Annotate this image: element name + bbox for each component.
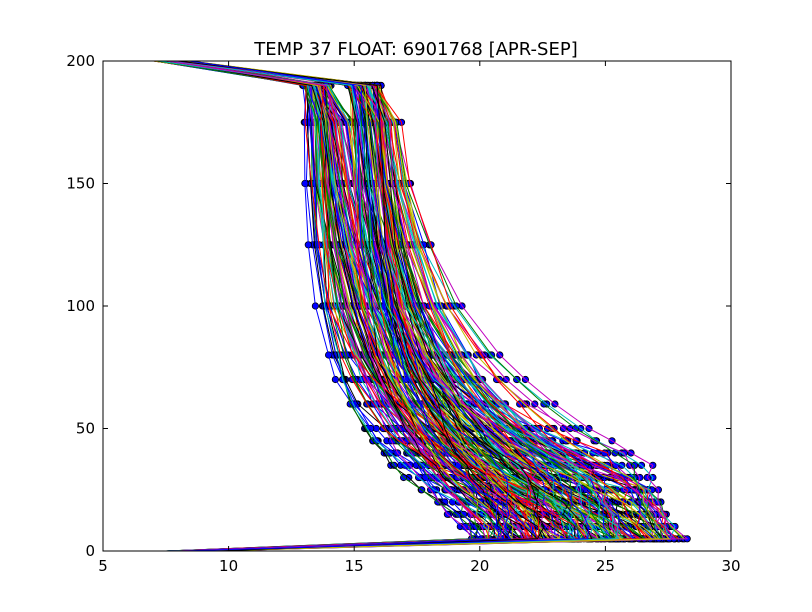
y-tick-label: 0	[85, 542, 95, 560]
x-tick-label: 15	[345, 557, 364, 575]
x-tick-label: 25	[596, 557, 615, 575]
x-tick-label: 5	[98, 557, 108, 575]
y-tick-label: 200	[66, 52, 95, 70]
y-tick-label: 50	[76, 420, 95, 438]
x-tick-label: 30	[721, 557, 740, 575]
x-tick-label: 20	[470, 557, 489, 575]
chart-title: TEMP 37 FLOAT: 6901768 [APR-SEP]	[253, 39, 577, 60]
x-tick-label: 10	[219, 557, 238, 575]
y-tick-label: 150	[66, 175, 95, 193]
y-tick-label: 100	[66, 297, 95, 315]
